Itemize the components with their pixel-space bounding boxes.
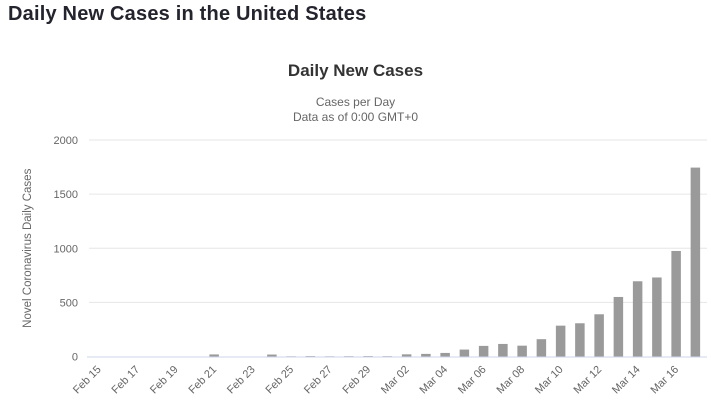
y-axis-tick-label: 1000 xyxy=(54,243,78,255)
x-axis-tick-label: Mar 10 xyxy=(533,364,566,397)
bar-mar-03[interactable] xyxy=(421,353,431,357)
y-axis-title: Novel Coronavirus Daily Cases xyxy=(22,168,34,327)
bar-mar-04[interactable] xyxy=(440,352,450,357)
x-axis-tick-label: Mar 16 xyxy=(649,364,682,397)
y-axis-tick-label: 2000 xyxy=(54,135,78,147)
bar-mar-06[interactable] xyxy=(478,345,489,357)
x-axis-tick-label: Feb 27 xyxy=(302,364,335,397)
bar-mar-13[interactable] xyxy=(613,296,624,357)
x-axis-tick-label: Mar 14 xyxy=(610,364,643,397)
bar-mar-05[interactable] xyxy=(459,349,470,357)
x-axis-tick-label: Mar 12 xyxy=(572,364,605,397)
chart-title: Daily New Cases xyxy=(287,61,424,80)
bar-mar-02[interactable] xyxy=(401,354,412,357)
bar-mar-15[interactable] xyxy=(652,277,662,357)
bar-mar-14[interactable] xyxy=(632,281,643,357)
page-title: Daily New Cases in the United States xyxy=(8,3,367,25)
bar-feb-21[interactable] xyxy=(209,354,219,357)
bar-mar-10[interactable] xyxy=(555,325,566,357)
bar-mar-17[interactable] xyxy=(690,167,701,357)
y-axis-tick-label: 1500 xyxy=(54,189,78,201)
x-axis-tick-label: Feb 19 xyxy=(148,364,181,397)
bar-mar-09[interactable] xyxy=(536,339,547,357)
x-axis-tick-label: Feb 25 xyxy=(264,364,297,397)
x-axis-tick-label: Feb 29 xyxy=(341,364,374,397)
y-axis-tick-label: 0 xyxy=(72,352,78,364)
chart-subtitle-cases-per-day: Cases per Day xyxy=(315,95,396,109)
chart-subtitle-data-as-of: Data as of 0:00 GMT+0 xyxy=(292,110,419,124)
bar-mar-08[interactable] xyxy=(517,345,527,357)
x-axis-tick-label: Feb 21 xyxy=(187,364,220,397)
bar-mar-16[interactable] xyxy=(671,250,681,357)
x-axis-tick-label: Mar 02 xyxy=(379,364,412,397)
x-axis-tick-label: Mar 04 xyxy=(418,364,451,397)
x-axis-tick-label: Mar 08 xyxy=(495,364,528,397)
bar-mar-11[interactable] xyxy=(575,323,585,357)
x-axis-tick-label: Mar 06 xyxy=(456,364,489,397)
bar-mar-12[interactable] xyxy=(594,314,604,357)
x-axis-tick-label: Feb 23 xyxy=(225,364,258,397)
bar-feb-24[interactable] xyxy=(267,354,277,357)
y-axis-tick-label: 500 xyxy=(60,297,78,309)
bar-mar-07[interactable] xyxy=(498,343,508,357)
x-axis-tick-label: Feb 17 xyxy=(110,364,143,397)
x-axis-tick-label: Feb 15 xyxy=(71,364,104,397)
